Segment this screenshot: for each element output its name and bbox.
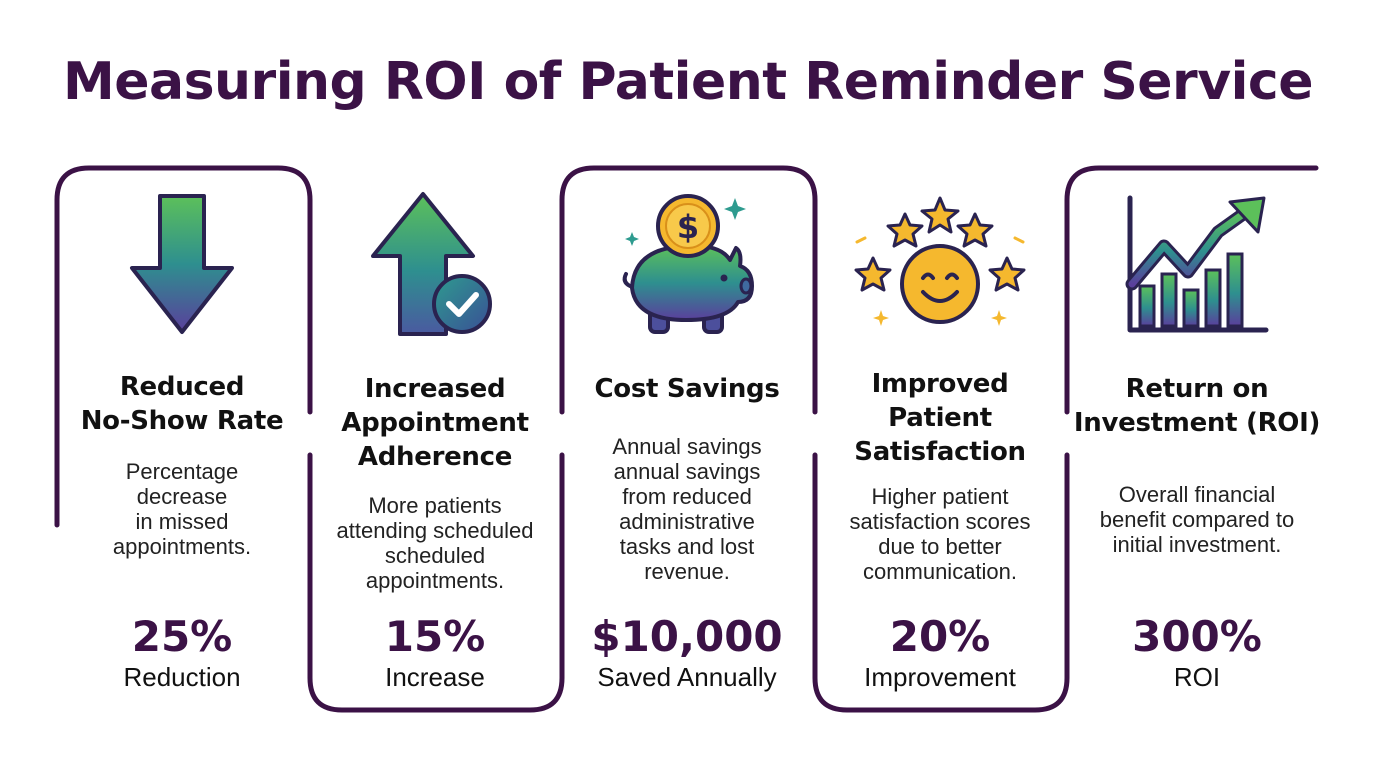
metric-card-satisfaction: Improved Patient Satisfaction Higher pat… xyxy=(815,0,1065,768)
svg-text:$: $ xyxy=(677,208,699,246)
arrow-up-check-icon xyxy=(310,190,560,340)
metric-card-adherence: Increased Appointment Adherence More pat… xyxy=(310,0,560,768)
metric-description: Higher patient satisfaction scores due t… xyxy=(849,484,1031,584)
metric-heading: Increased Appointment Adherence xyxy=(341,374,529,472)
smiley-stars-icon xyxy=(815,192,1065,332)
frame-col-5 xyxy=(1064,165,1319,415)
metric-card-roi: Return on Investment (ROI) Overall finan… xyxy=(1072,0,1322,768)
metric-heading: Return on Investment (ROI) xyxy=(1073,374,1321,438)
frame-col-4 xyxy=(812,452,1070,713)
metric-value: $10,000 xyxy=(591,612,783,661)
metric-description: Overall financial benefit compared to in… xyxy=(1099,482,1295,557)
metric-caption: Increase xyxy=(385,662,485,692)
frame-col-1 xyxy=(54,165,313,528)
metric-card-cost-savings: $ Cost Savings Annual savings annual sav… xyxy=(562,0,812,768)
metric-caption: Saved Annually xyxy=(597,662,777,692)
metric-caption: Improvement xyxy=(864,662,1016,692)
metric-caption: Reduction xyxy=(123,662,241,692)
metric-heading: Reduced No-Show Rate xyxy=(80,372,284,436)
arrow-down-icon xyxy=(57,192,307,337)
metric-value: 15% xyxy=(384,612,486,661)
metric-value: 20% xyxy=(889,612,991,661)
frame-col-3 xyxy=(559,165,818,415)
metric-caption: ROI xyxy=(1173,662,1221,692)
metric-description: Annual savings annual savings from reduc… xyxy=(612,434,762,584)
frame-col-2 xyxy=(307,452,565,713)
metric-description: More patients attending scheduled schedu… xyxy=(336,493,534,593)
page-title: Measuring ROI of Patient Reminder Servic… xyxy=(62,52,1314,112)
metric-card-no-show: Reduced No-Show Rate Percentage decrease… xyxy=(57,0,307,768)
metric-description: Percentage decrease in missed appointmen… xyxy=(112,459,252,559)
metric-heading: Cost Savings xyxy=(594,374,780,404)
metric-value: 25% xyxy=(131,612,233,661)
metric-heading: Improved Patient Satisfaction xyxy=(854,369,1026,467)
growth-chart-icon xyxy=(1072,194,1322,336)
metric-value: 300% xyxy=(1132,612,1262,661)
piggy-bank-coin-icon: $ xyxy=(562,190,812,340)
